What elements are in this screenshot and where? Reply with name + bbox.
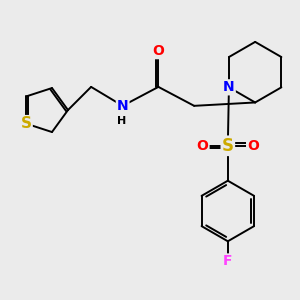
Text: O: O xyxy=(247,139,259,153)
Text: F: F xyxy=(223,254,232,268)
Text: O: O xyxy=(196,139,208,153)
Text: N: N xyxy=(223,80,235,94)
Text: S: S xyxy=(21,116,32,131)
Text: O: O xyxy=(152,44,164,58)
Text: S: S xyxy=(222,137,234,155)
Text: H: H xyxy=(117,116,126,126)
Text: N: N xyxy=(117,99,128,113)
